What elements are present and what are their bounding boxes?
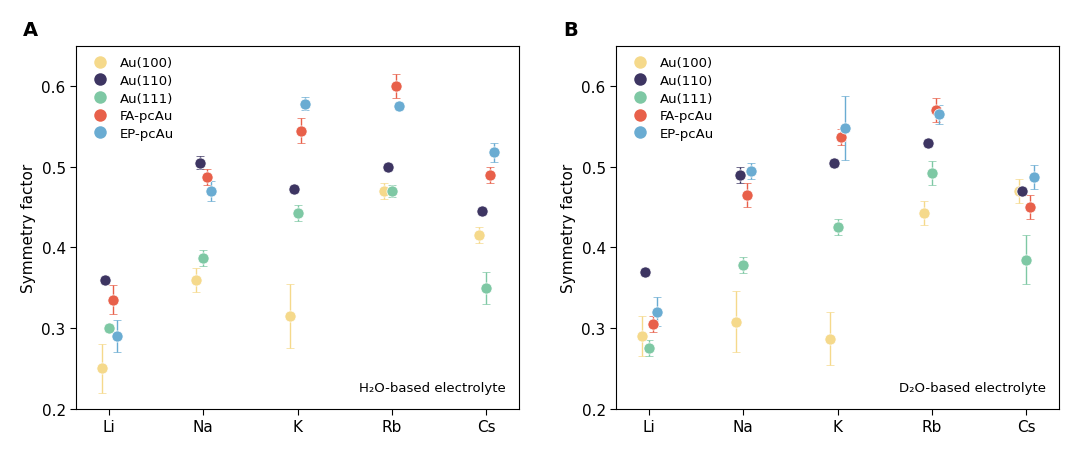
Text: A: A xyxy=(23,20,38,40)
Y-axis label: Symmetry factor: Symmetry factor xyxy=(21,163,36,292)
Legend: Au(100), Au(110), Au(111), FA-pcAu, EP-pcAu: Au(100), Au(110), Au(111), FA-pcAu, EP-p… xyxy=(83,53,178,145)
Y-axis label: Symmetry factor: Symmetry factor xyxy=(561,163,576,292)
Text: H₂O-based electrolyte: H₂O-based electrolyte xyxy=(360,381,505,394)
Legend: Au(100), Au(110), Au(111), FA-pcAu, EP-pcAu: Au(100), Au(110), Au(111), FA-pcAu, EP-p… xyxy=(623,53,718,145)
Text: D₂O-based electrolyte: D₂O-based electrolyte xyxy=(899,381,1045,394)
Text: B: B xyxy=(563,20,578,40)
